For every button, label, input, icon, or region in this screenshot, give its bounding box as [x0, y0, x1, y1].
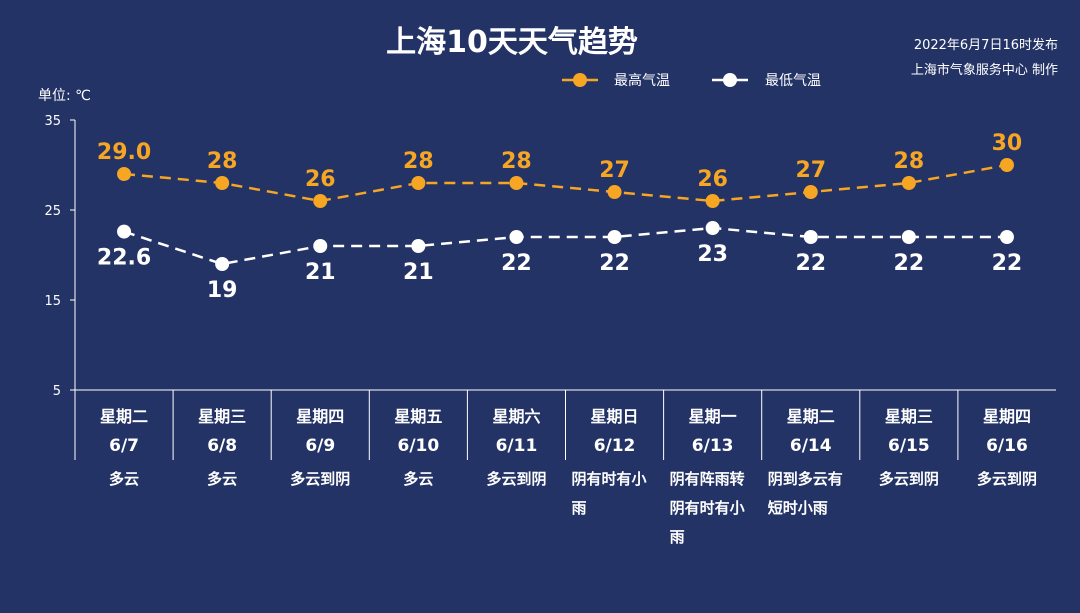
weather-desc: 多云: [403, 470, 433, 488]
weather-desc: 多云: [109, 470, 139, 488]
date-label: 6/11: [496, 436, 538, 456]
low-temp-label: 22: [599, 251, 630, 276]
weekday-label: 星期四: [983, 407, 1031, 426]
low-temp-label: 21: [305, 260, 336, 285]
date-label: 6/13: [692, 436, 734, 456]
weather-desc: 阴到多云有: [768, 470, 843, 488]
date-label: 6/7: [109, 436, 139, 456]
low-temp-label: 22.6: [97, 246, 151, 271]
date-label: 6/8: [207, 436, 237, 456]
weekday-label: 星期三: [198, 407, 246, 426]
low-temp-label: 21: [403, 260, 434, 285]
weekday-label: 星期二: [787, 407, 835, 426]
low-temp-point[interactable]: [901, 230, 916, 244]
high-temp-label: 30: [992, 131, 1023, 156]
legend-item-low[interactable]: 最低气温: [712, 73, 821, 89]
high-temp-point[interactable]: [607, 185, 622, 199]
weekday-label: 星期一: [689, 407, 737, 426]
high-temp-label: 27: [795, 158, 826, 183]
weather-desc: 多云到阴: [290, 470, 350, 488]
chart-title: 上海10天天气趋势: [386, 25, 638, 60]
low-temp-point[interactable]: [999, 230, 1014, 244]
date-label: 6/15: [888, 436, 930, 456]
weather-desc: 多云: [207, 470, 237, 488]
high-temp-point[interactable]: [509, 176, 524, 190]
low-temp-point[interactable]: [215, 257, 230, 271]
high-temp-label: 28: [501, 149, 532, 174]
low-temp-label: 19: [207, 278, 238, 303]
date-label: 6/16: [986, 436, 1028, 456]
legend-high-marker: [573, 73, 587, 87]
low-temp-point[interactable]: [411, 239, 426, 253]
low-temp-point[interactable]: [705, 221, 720, 235]
weekday-label: 星期四: [296, 407, 344, 426]
low-temp-label: 22: [501, 251, 532, 276]
high-temp-label: 29.0: [97, 140, 151, 165]
high-temp-point[interactable]: [117, 167, 132, 181]
weather-desc: 短时小雨: [768, 499, 828, 517]
high-temp-point[interactable]: [313, 194, 328, 208]
y-tick-label: 15: [44, 294, 61, 309]
high-temp-label: 28: [207, 149, 238, 174]
low-temp-label: 22: [992, 251, 1023, 276]
date-label: 6/14: [790, 436, 832, 456]
high-temp-label: 26: [697, 167, 728, 192]
legend-low-marker: [723, 73, 737, 87]
legend-high-label: 最高气温: [614, 72, 670, 89]
high-temp-point[interactable]: [411, 176, 426, 190]
low-temp-label: 22: [795, 251, 826, 276]
low-temp-point[interactable]: [313, 239, 328, 253]
high-temp-point[interactable]: [215, 176, 230, 190]
y-tick-label: 25: [44, 204, 61, 219]
low-temp-line: [123, 226, 1007, 266]
weekday-label: 星期五: [394, 407, 442, 426]
weather-desc: 阴有时有小: [572, 470, 647, 488]
date-label: 6/10: [397, 436, 439, 456]
producer: 上海市气象服务中心 制作: [911, 62, 1058, 78]
issued-time: 2022年6月7日16时发布: [914, 37, 1058, 53]
high-temp-label: 27: [599, 158, 630, 183]
weekday-label: 星期二: [100, 407, 148, 426]
low-temp-point[interactable]: [509, 230, 524, 244]
weather-desc: 雨: [670, 528, 685, 546]
y-tick-label: 35: [44, 114, 61, 129]
series-lines: [123, 163, 1008, 266]
high-temp-label: 28: [403, 149, 434, 174]
date-label: 6/12: [594, 436, 636, 456]
weather-desc: 多云到阴: [879, 470, 939, 488]
weather-desc: 多云到阴: [977, 470, 1037, 488]
high-temp-point[interactable]: [705, 194, 720, 208]
weather-desc: 雨: [572, 499, 587, 517]
weekday-label: 星期三: [885, 407, 933, 426]
weekday-label: 星期日: [591, 407, 639, 426]
unit-label: 单位: ℃: [38, 88, 91, 104]
low-temp-point[interactable]: [607, 230, 622, 244]
legend-item-high[interactable]: 最高气温: [562, 72, 670, 89]
high-temp-label: 26: [305, 167, 336, 192]
low-temp-point[interactable]: [803, 230, 818, 244]
data-labels: 29.0 28 26 28 28 27 26 27 28 30 22.6 19 21 21 22 22 23 22…: [97, 131, 1022, 303]
weekday-label: 星期六: [492, 407, 540, 426]
low-temp-label: 23: [697, 242, 728, 267]
y-tick-label: 5: [53, 384, 61, 399]
x-axis-categories: 星期二 6/7 多云 星期三 6/8 多云 星期四 6/9 多云到阴 星期五 6/10 多云 星期六 6/…: [100, 390, 1037, 546]
high-temp-point[interactable]: [901, 176, 916, 190]
low-temp-point[interactable]: [117, 224, 132, 239]
legend: 最高气温 最低气温: [562, 72, 821, 89]
weather-desc: 阴有时有小: [670, 499, 745, 517]
high-temp-point[interactable]: [999, 158, 1014, 172]
legend-low-label: 最低气温: [765, 73, 821, 89]
weather-desc: 多云到阴: [486, 470, 546, 488]
high-temp-label: 28: [894, 149, 925, 174]
high-temp-point[interactable]: [803, 185, 818, 199]
weather-desc: 阴有阵雨转: [670, 470, 745, 488]
date-label: 6/9: [305, 436, 335, 456]
high-temp-line: [123, 163, 1008, 203]
low-temp-label: 22: [894, 251, 925, 276]
series-points: [117, 158, 1014, 271]
